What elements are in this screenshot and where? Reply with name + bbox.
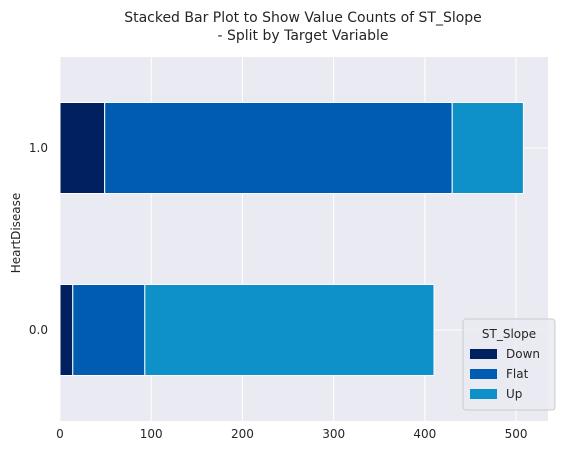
legend-item-up: Up bbox=[470, 387, 522, 401]
chart-title-line-2: - Split by Target Variable bbox=[217, 28, 388, 44]
chart-title: Stacked Bar Plot to Show Value Counts of… bbox=[124, 10, 482, 44]
legend-title: ST_Slope bbox=[482, 327, 536, 341]
legend-label: Flat bbox=[506, 367, 529, 381]
legend-label: Down bbox=[506, 347, 540, 361]
legend: ST_Slope Down Flat Up bbox=[462, 318, 556, 411]
x-tick-label: 300 bbox=[322, 427, 345, 441]
bars bbox=[59, 102, 524, 376]
y-tick-label: 1.0 bbox=[29, 141, 48, 155]
bar-segment-down-1-0 bbox=[59, 102, 106, 194]
bar-segment-flat-0-0 bbox=[72, 284, 146, 376]
legend-swatch bbox=[470, 349, 497, 359]
y-axis-ticks: 0.0 1.0 bbox=[29, 141, 48, 337]
legend-item-down: Down bbox=[470, 347, 540, 361]
y-tick-label: 0.0 bbox=[29, 323, 48, 337]
legend-swatch bbox=[470, 369, 497, 379]
x-tick-label: 200 bbox=[231, 427, 254, 441]
legend-item-flat: Flat bbox=[470, 367, 529, 381]
x-tick-label: 0 bbox=[56, 427, 64, 441]
y-axis-label: HeartDisease bbox=[9, 193, 23, 274]
legend-frame bbox=[462, 318, 556, 411]
x-tick-label: 100 bbox=[140, 427, 163, 441]
chart-title-line-1: Stacked Bar Plot to Show Value Counts of… bbox=[124, 10, 482, 26]
x-tick-label: 400 bbox=[413, 427, 436, 441]
bar-segment-up-0-0 bbox=[144, 284, 435, 376]
bar-segment-up-1-0 bbox=[451, 102, 524, 194]
x-tick-label: 500 bbox=[505, 427, 528, 441]
legend-label: Up bbox=[506, 387, 522, 401]
legend-swatch bbox=[470, 389, 497, 399]
bar-segment-down-0-0 bbox=[59, 284, 74, 376]
legend-items: Down Flat Up bbox=[470, 347, 540, 401]
bar-segment-flat-1-0 bbox=[104, 102, 453, 194]
x-axis-ticks: 0 100 200 300 400 500 bbox=[56, 427, 527, 441]
